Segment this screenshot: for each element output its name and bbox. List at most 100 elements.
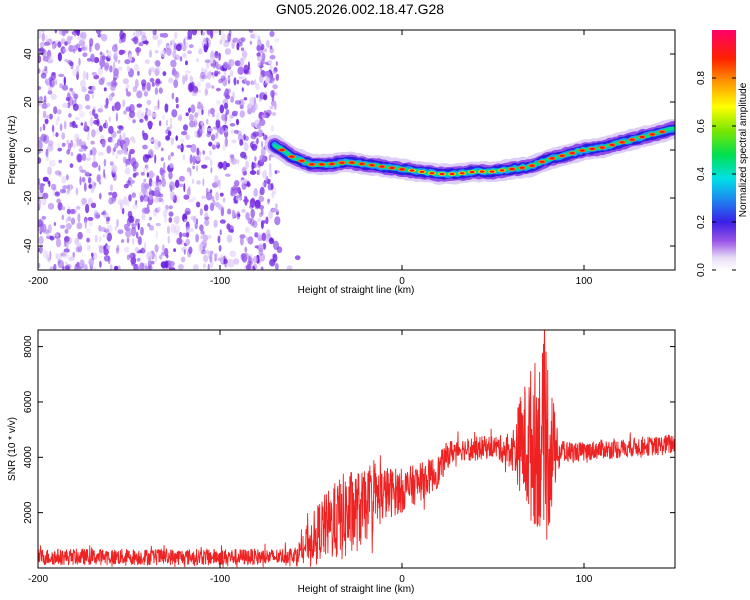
noise-speckle (274, 170, 278, 175)
noise-speckle (243, 142, 249, 152)
noise-speckle (170, 59, 177, 68)
snr-series (38, 330, 675, 568)
noise-speckle (154, 154, 157, 164)
noise-speckle (262, 169, 268, 179)
noise-speckle (56, 253, 63, 261)
noise-speckle (253, 255, 258, 264)
noise-speckle (143, 90, 148, 97)
noise-speckle (237, 66, 244, 75)
noise-speckle (38, 178, 41, 185)
noise-speckle (42, 123, 46, 131)
noise-speckle (113, 265, 119, 270)
noise-speckle (205, 82, 211, 89)
noise-speckle (62, 102, 69, 109)
noise-speckle (46, 38, 53, 45)
noise-speckle (157, 39, 163, 45)
ridge-peak-core (419, 170, 425, 173)
noise-speckle (73, 143, 77, 149)
noise-speckle (64, 58, 69, 63)
noise-speckle (147, 121, 153, 128)
noise-speckle (42, 176, 49, 182)
noise-speckle (258, 248, 264, 257)
snr-panel: -200 -100 0 100 2000 4000 6000 8000 Height of … (7, 329, 676, 595)
noise-speckle (217, 203, 223, 211)
noise-speckle (223, 40, 230, 48)
noise-speckle (198, 48, 203, 55)
noise-speckle (191, 178, 195, 184)
noise-speckle (60, 38, 66, 45)
noise-speckle (182, 52, 187, 59)
noise-speckle (128, 194, 132, 202)
noise-speckle (101, 139, 106, 148)
noise-speckle (53, 233, 59, 237)
noise-speckle (102, 234, 106, 238)
noise-speckle (254, 102, 258, 111)
spectrogram-noise (38, 30, 301, 270)
noise-speckle (169, 124, 173, 129)
noise-speckle (180, 143, 184, 153)
noise-speckle (189, 168, 192, 177)
noise-speckle (227, 208, 232, 215)
noise-speckle (146, 172, 149, 178)
noise-speckle (109, 65, 113, 73)
noise-speckle (103, 87, 107, 92)
noise-speckle (95, 30, 102, 35)
noise-speckle (272, 208, 279, 213)
noise-speckle (265, 109, 272, 117)
noise-speckle (185, 112, 189, 117)
noise-speckle (198, 242, 204, 253)
noise-speckle (144, 59, 150, 65)
noise-speckle (159, 254, 163, 260)
noise-speckle (106, 145, 112, 154)
noise-speckle (144, 115, 148, 120)
noise-speckle (86, 135, 90, 141)
noise-speckle (269, 30, 275, 37)
noise-speckle (41, 30, 45, 33)
noise-speckle (224, 137, 228, 147)
noise-speckle (202, 263, 207, 269)
noise-speckle (148, 170, 154, 179)
snr-x-axis: -200 -100 0 100 (28, 330, 593, 585)
spectrogram-ridge (264, 119, 675, 185)
noise-speckle (250, 32, 258, 40)
noise-speckle (46, 115, 50, 119)
noise-speckle (244, 77, 248, 84)
noise-speckle (180, 138, 185, 143)
noise-speckle (140, 226, 144, 236)
noise-speckle (200, 71, 206, 79)
noise-speckle (257, 234, 263, 242)
noise-speckle (184, 41, 189, 49)
ridge-peak-core (469, 170, 475, 174)
noise-speckle (76, 222, 83, 230)
noise-speckle (97, 33, 102, 38)
noise-speckle (91, 161, 99, 168)
noise-speckle (114, 101, 121, 111)
noise-speckle (209, 150, 212, 156)
noise-speckle (202, 31, 205, 36)
noise-speckle (175, 96, 179, 104)
noise-speckle (239, 110, 245, 118)
noise-speckle (167, 235, 170, 244)
noise-speckle (197, 127, 203, 137)
noise-speckle (201, 74, 208, 80)
noise-speckle (89, 149, 93, 156)
noise-speckle (194, 112, 199, 118)
noise-speckle (269, 54, 276, 60)
noise-speckle (272, 84, 278, 90)
noise-speckle (98, 245, 104, 254)
ridge-peak-core (539, 160, 545, 163)
noise-speckle (83, 144, 87, 152)
noise-speckle (223, 91, 228, 96)
noise-speckle (110, 79, 117, 89)
noise-speckle (245, 236, 248, 241)
ridge-peak-core (559, 154, 565, 157)
noise-speckle (103, 168, 106, 179)
ridge-peak-core (299, 159, 305, 162)
spectrogram-x-tick-label: 100 (576, 276, 593, 287)
noise-speckle (108, 116, 111, 123)
noise-speckle (65, 261, 68, 266)
noise-speckle (233, 129, 239, 134)
noise-speckle (120, 49, 126, 54)
noise-speckle (192, 264, 199, 270)
snr-y-label: SNR (10 * v/v) (7, 417, 18, 481)
